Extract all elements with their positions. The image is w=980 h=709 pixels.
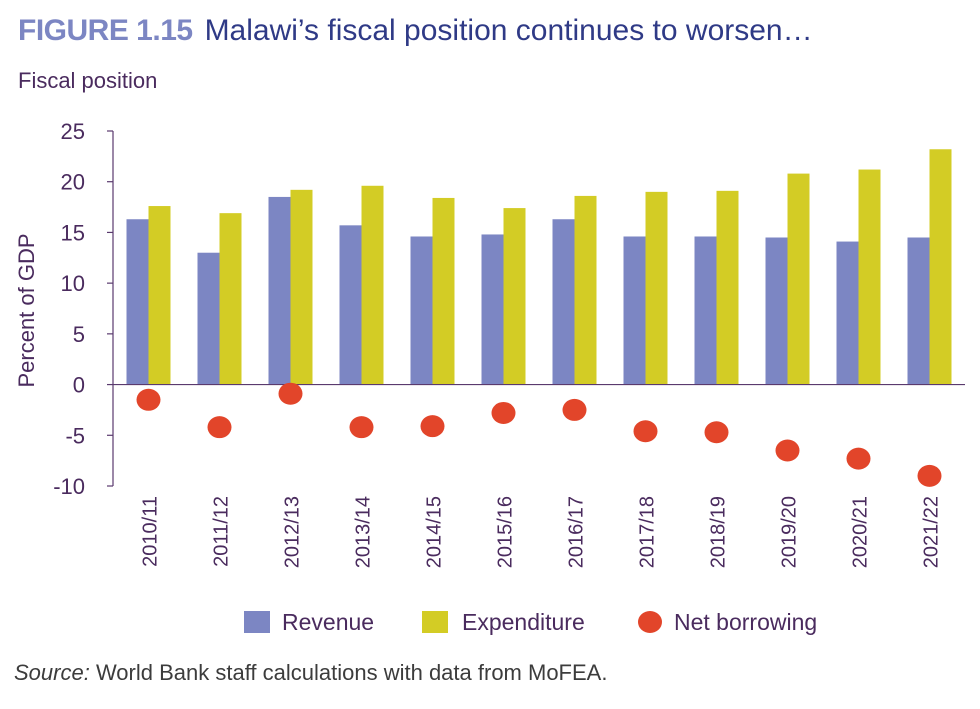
y-tick-label: 10 — [61, 271, 85, 296]
expenditure-bar — [929, 149, 952, 385]
net-borrowing-point — [633, 420, 658, 443]
expenditure-bar — [148, 206, 171, 385]
x-tick-label: 2020/21 — [850, 496, 872, 568]
figure-title-row: FIGURE 1.15 Malawi’s fiscal position cont… — [18, 14, 813, 48]
y-tick-label: -5 — [65, 423, 85, 448]
legend-revenue-swatch — [244, 611, 270, 633]
revenue-bar — [765, 237, 788, 385]
expenditure-bar — [574, 195, 597, 385]
net-borrowing-point — [846, 447, 871, 470]
x-tick-label: 2012/13 — [282, 496, 304, 568]
figure-title: Malawi’s fiscal position continues to wo… — [204, 14, 813, 47]
legend-revenue-label: Revenue — [282, 609, 374, 635]
expenditure-bar — [858, 169, 881, 385]
expenditure-bar — [716, 190, 739, 385]
source-text: World Bank staff calculations with data … — [89, 660, 608, 685]
x-tick-label: 2021/22 — [921, 496, 943, 568]
expenditure-bar — [503, 208, 526, 385]
net-borrowing-point — [349, 416, 374, 439]
x-tick-label: 2015/16 — [495, 496, 517, 568]
expenditure-bar — [432, 197, 455, 385]
expenditure-bar — [219, 213, 242, 385]
net-borrowing-point — [562, 398, 587, 421]
net-borrowing-point — [278, 382, 303, 405]
y-tick-label: 25 — [61, 119, 85, 144]
x-tick-label: 2011/12 — [211, 496, 233, 567]
expenditure-bar — [645, 191, 668, 385]
expenditure-bar — [361, 185, 384, 385]
figure-label: FIGURE 1.15 — [18, 14, 193, 47]
source-label: Source: — [14, 660, 90, 685]
revenue-bar — [623, 236, 646, 385]
y-axis-title: Percent of GDP — [14, 233, 39, 387]
net-borrowing-point — [491, 401, 516, 424]
revenue-bar — [836, 241, 859, 385]
y-tick-label: 20 — [61, 170, 85, 195]
legend-net-borrowing-label: Net borrowing — [674, 609, 817, 635]
legend-expenditure-label: Expenditure — [462, 609, 585, 635]
x-tick-label: 2017/18 — [637, 496, 659, 568]
x-tick-label: 2013/14 — [353, 496, 375, 568]
revenue-bar — [197, 252, 220, 385]
y-tick-label: 5 — [73, 322, 85, 347]
y-tick-label: -10 — [53, 474, 85, 499]
revenue-bar — [126, 219, 149, 385]
revenue-bar — [268, 196, 291, 385]
x-tick-label: 2014/15 — [424, 496, 446, 568]
revenue-bar — [907, 237, 930, 385]
net-borrowing-point — [207, 416, 232, 439]
legend-net-borrowing-marker — [638, 611, 662, 633]
net-borrowing-point — [136, 388, 161, 411]
net-borrowing-point — [420, 415, 445, 438]
expenditure-bar — [787, 173, 810, 385]
x-tick-label: 2018/19 — [708, 496, 730, 568]
revenue-bar — [481, 234, 504, 385]
expenditure-bar — [290, 189, 313, 385]
chart-subtitle: Fiscal position — [18, 68, 158, 93]
revenue-bar — [339, 225, 362, 385]
net-borrowing-point — [917, 464, 942, 487]
y-tick-label: 15 — [61, 220, 85, 245]
legend-expenditure-swatch — [422, 611, 448, 633]
revenue-bar — [552, 219, 575, 385]
net-borrowing-point — [704, 421, 729, 444]
source-note: Source: World Bank staff calculations wi… — [14, 660, 607, 686]
revenue-bar — [694, 236, 717, 385]
x-tick-label: 2016/17 — [566, 496, 588, 568]
revenue-bar — [410, 236, 433, 385]
net-borrowing-point — [775, 439, 800, 462]
x-tick-label: 2010/11 — [140, 496, 162, 567]
x-tick-label: 2019/20 — [779, 496, 801, 568]
y-tick-label: 0 — [73, 373, 85, 398]
